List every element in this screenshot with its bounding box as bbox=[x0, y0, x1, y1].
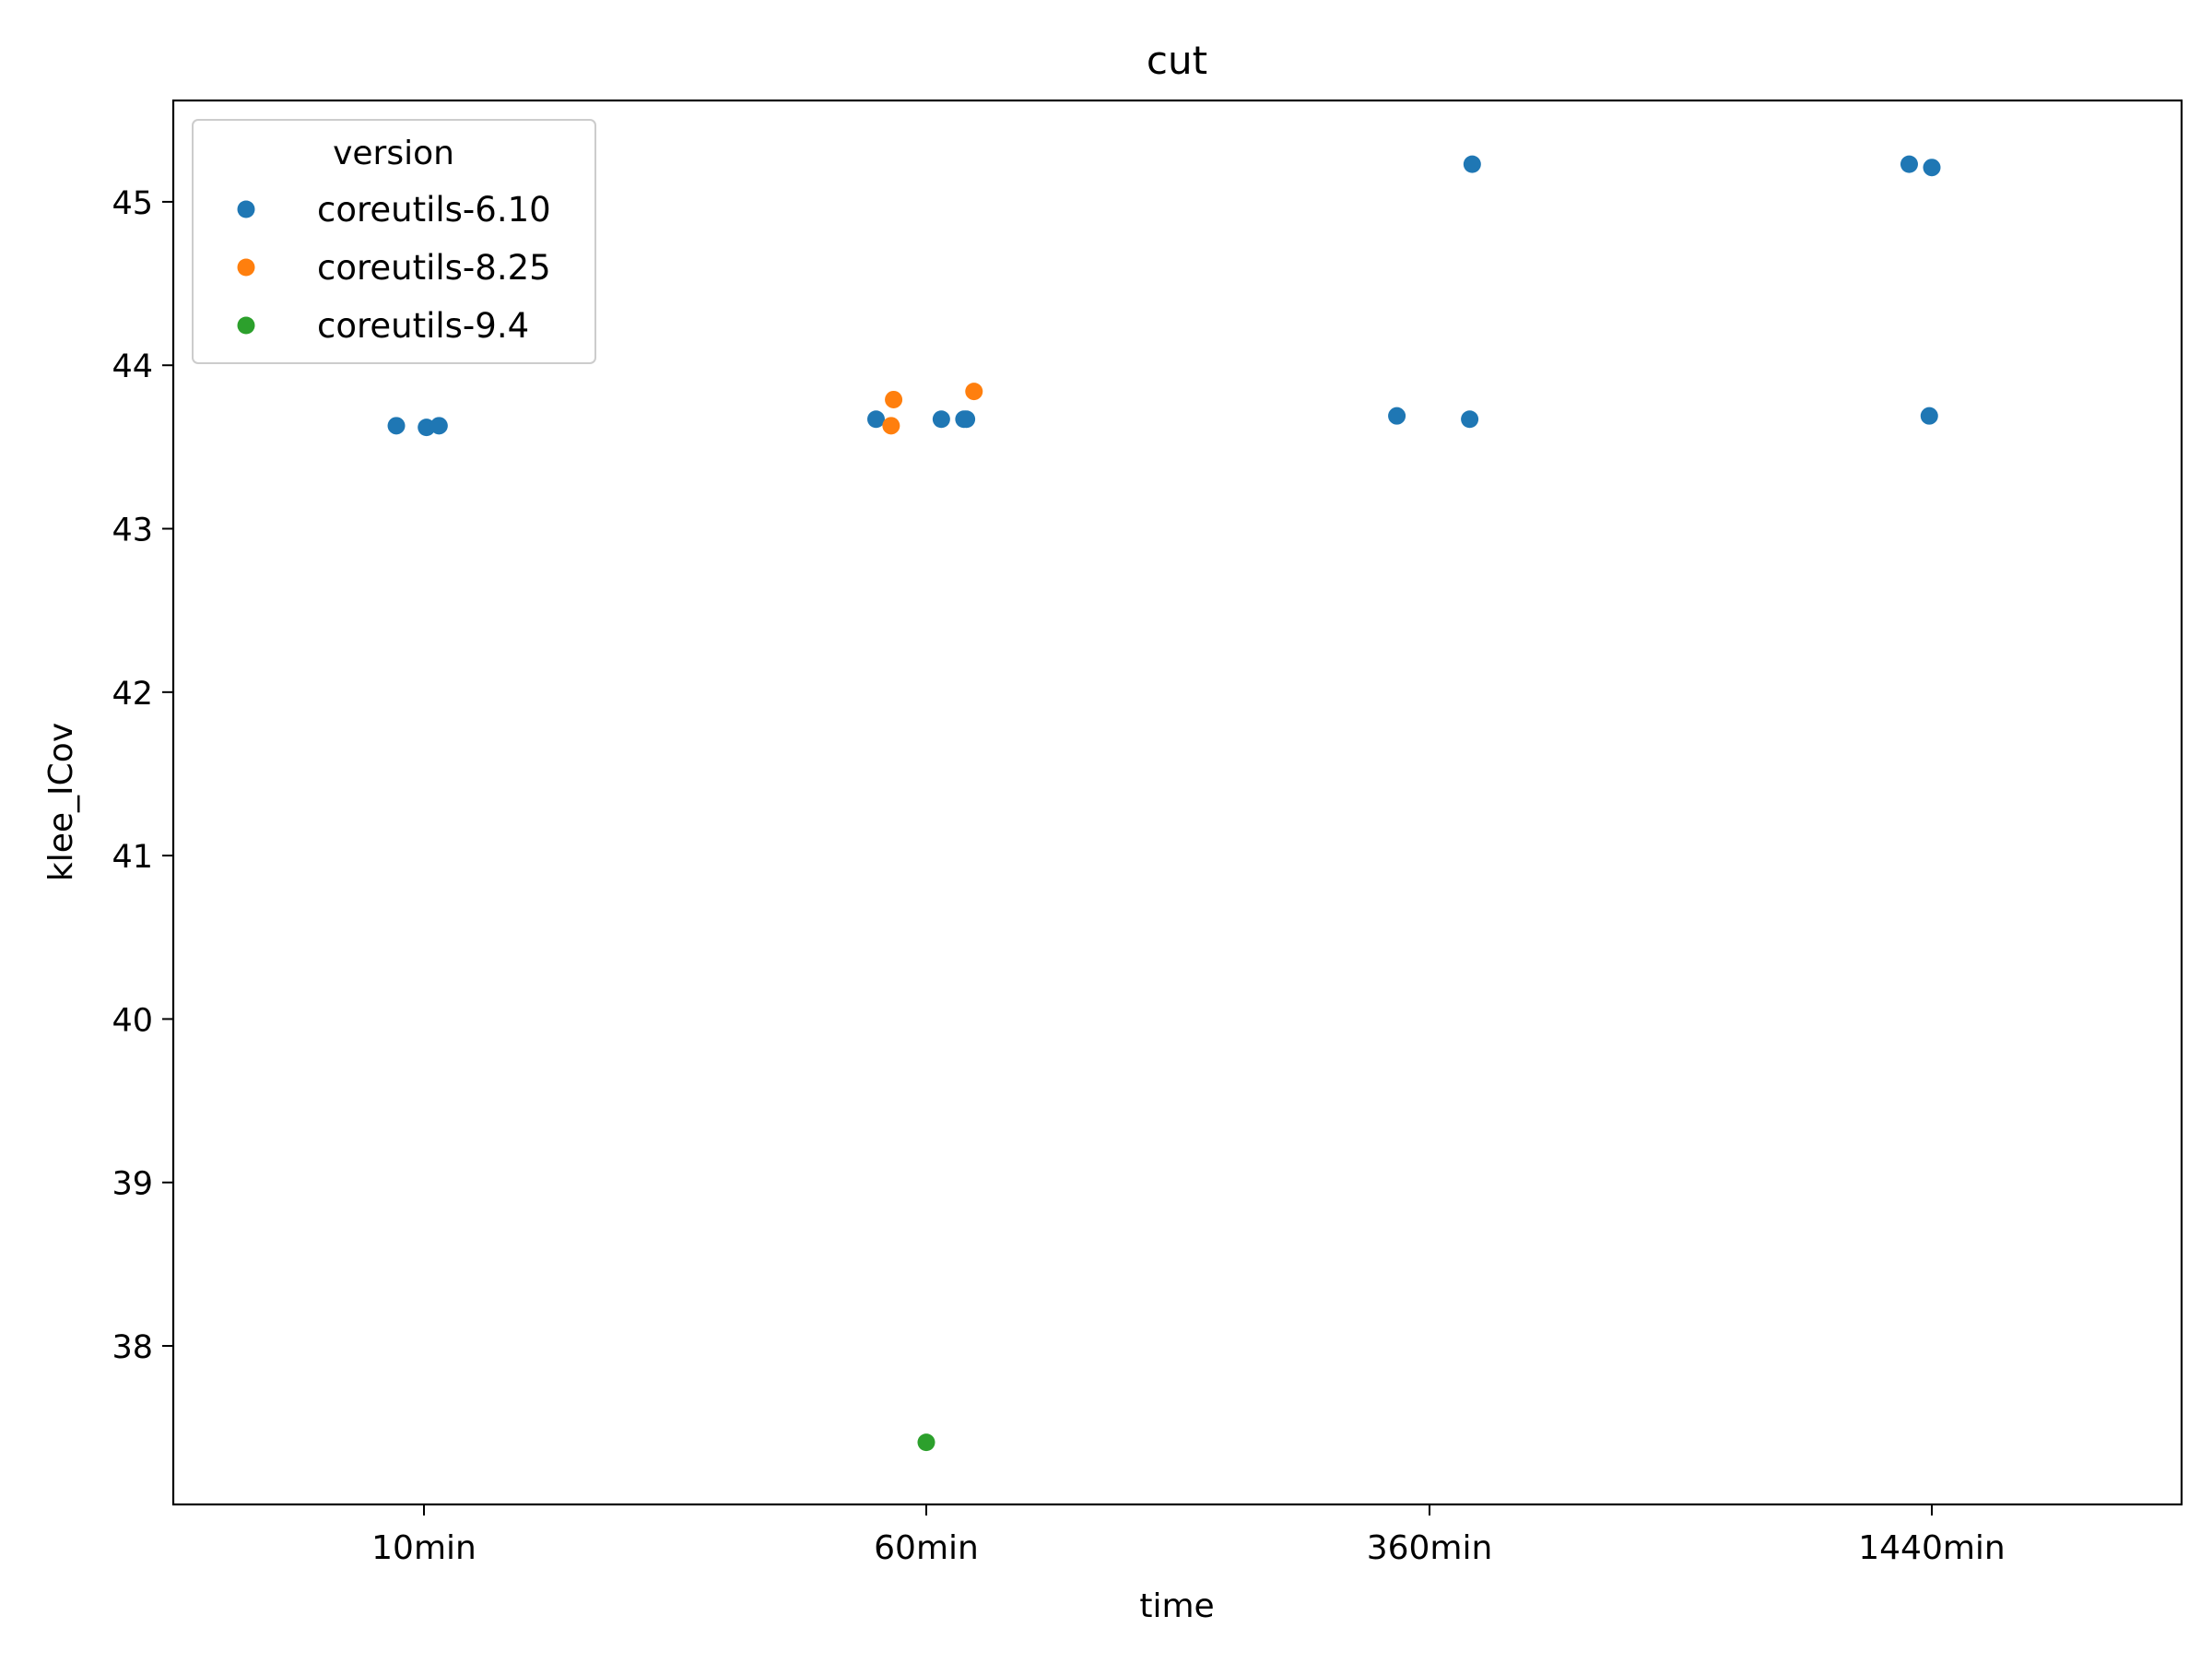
legend-marker bbox=[237, 200, 255, 218]
plot-area-frame bbox=[171, 99, 2183, 1506]
x-tick-label: 10min bbox=[371, 1529, 477, 1567]
data-point bbox=[885, 390, 903, 408]
data-point bbox=[958, 410, 976, 429]
x-tick-label: 360min bbox=[1367, 1529, 1493, 1567]
data-point bbox=[1920, 407, 1938, 425]
y-tick-label: 42 bbox=[112, 676, 153, 713]
data-point bbox=[387, 417, 406, 435]
y-tick-label: 41 bbox=[112, 839, 153, 876]
chart-title: cut bbox=[1147, 38, 1207, 83]
legend-label: coreutils-9.4 bbox=[317, 306, 529, 346]
x-axis-label: time bbox=[1139, 1587, 1214, 1625]
y-tick-label: 39 bbox=[112, 1166, 153, 1203]
legend-label: coreutils-6.10 bbox=[317, 190, 551, 230]
legend-entries: coreutils-6.10 coreutils-8.25 coreutils-9.… bbox=[237, 190, 551, 346]
legend-marker bbox=[237, 316, 255, 335]
data-point bbox=[1463, 155, 1481, 173]
data-point bbox=[1900, 155, 1918, 173]
data-point bbox=[867, 410, 885, 429]
x-tick-label: 60min bbox=[874, 1529, 979, 1567]
y-tick-label: 38 bbox=[112, 1329, 153, 1366]
y-axis-label: klee_ICov bbox=[42, 723, 80, 881]
data-point bbox=[1461, 410, 1479, 429]
data-point bbox=[882, 417, 900, 435]
data-point bbox=[1923, 159, 1941, 177]
y-tick-label: 44 bbox=[112, 348, 153, 385]
data-point bbox=[917, 1433, 935, 1452]
y-axis-ticks: 38 39 40 41 42 43 44 45 bbox=[112, 185, 173, 1366]
x-axis-ticks: 10min 60min 360min 1440min bbox=[371, 1504, 2006, 1567]
y-tick-label: 43 bbox=[112, 513, 153, 549]
legend-marker bbox=[237, 258, 255, 277]
data-points bbox=[387, 155, 1941, 1452]
legend-box bbox=[192, 119, 596, 364]
y-tick-label: 40 bbox=[112, 1002, 153, 1039]
legend-title: version bbox=[333, 135, 454, 172]
legend: version coreutils-6.10coreutils-8.25core… bbox=[192, 119, 596, 364]
data-point bbox=[965, 383, 983, 401]
data-point bbox=[429, 417, 448, 435]
x-tick-label: 1440min bbox=[1858, 1529, 2006, 1567]
legend-label: coreutils-8.25 bbox=[317, 248, 551, 288]
y-tick-label: 45 bbox=[112, 185, 153, 222]
data-point bbox=[1388, 407, 1406, 425]
data-point bbox=[932, 410, 950, 429]
